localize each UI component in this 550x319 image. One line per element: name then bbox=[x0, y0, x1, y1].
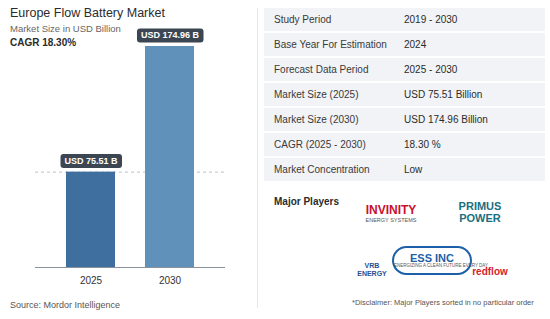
html-text:18.30 %: 18.30 % bbox=[404, 139, 441, 150]
html-text:ESS INC: ESS INC bbox=[410, 252, 454, 264]
svg-text:USD 174.96 B: USD 174.96 B bbox=[141, 30, 200, 40]
html-text:Low: Low bbox=[404, 164, 423, 175]
html-text:Market Size in USD Billion: Market Size in USD Billion bbox=[10, 23, 121, 34]
html-text:2024: 2024 bbox=[404, 39, 427, 50]
html-text:*Disclaimer: Major Players sor: *Disclaimer: Major Players sorted in no … bbox=[352, 298, 534, 307]
html-text:Major Players: Major Players bbox=[274, 196, 339, 207]
svg-text:USD 75.51 B: USD 75.51 B bbox=[64, 156, 118, 166]
html-text:Market Size (2025): Market Size (2025) bbox=[274, 89, 359, 100]
html-text:ENERGY SYSTEMS: ENERGY SYSTEMS bbox=[365, 217, 417, 224]
svg-text:2030: 2030 bbox=[159, 275, 182, 286]
html-text:INVINITY: INVINITY bbox=[365, 203, 417, 217]
html-text:PRIMUS POWER: PRIMUS POWER bbox=[458, 200, 502, 225]
html-text:ENERGIZING A CLEAN FUTURE EVER: ENERGIZING A CLEAN FUTURE EVERY DAY bbox=[394, 263, 488, 269]
html-text:CAGR 18.30%: CAGR 18.30% bbox=[10, 37, 77, 48]
svg-text:2025: 2025 bbox=[80, 275, 103, 286]
html-text:Market Concentration: Market Concentration bbox=[274, 164, 370, 175]
html-text:USD 174.96 Billion: USD 174.96 Billion bbox=[404, 114, 488, 125]
html-text:VRB ENERGY: VRB ENERGY bbox=[357, 262, 387, 277]
html-text:Source: Mordor Intelligence: Source: Mordor Intelligence bbox=[10, 300, 121, 310]
html-text:Market Size (2030): Market Size (2030) bbox=[274, 114, 359, 125]
html-text:2019 - 2030: 2019 - 2030 bbox=[404, 14, 458, 25]
html-text:CAGR (2025 - 2030): CAGR (2025 - 2030) bbox=[274, 139, 366, 150]
html-text:Base Year For Estimation: Base Year For Estimation bbox=[274, 39, 387, 50]
html-text:redflow: redflow bbox=[472, 266, 508, 277]
html-text:Study Period: Study Period bbox=[274, 14, 332, 25]
html-text:USD 75.51 Billion: USD 75.51 Billion bbox=[404, 89, 483, 100]
html-text:2025 - 2030: 2025 - 2030 bbox=[404, 64, 458, 75]
html-text:Forecast Data Period: Forecast Data Period bbox=[274, 64, 369, 75]
html-text:Europe Flow Battery Market: Europe Flow Battery Market bbox=[10, 6, 165, 20]
